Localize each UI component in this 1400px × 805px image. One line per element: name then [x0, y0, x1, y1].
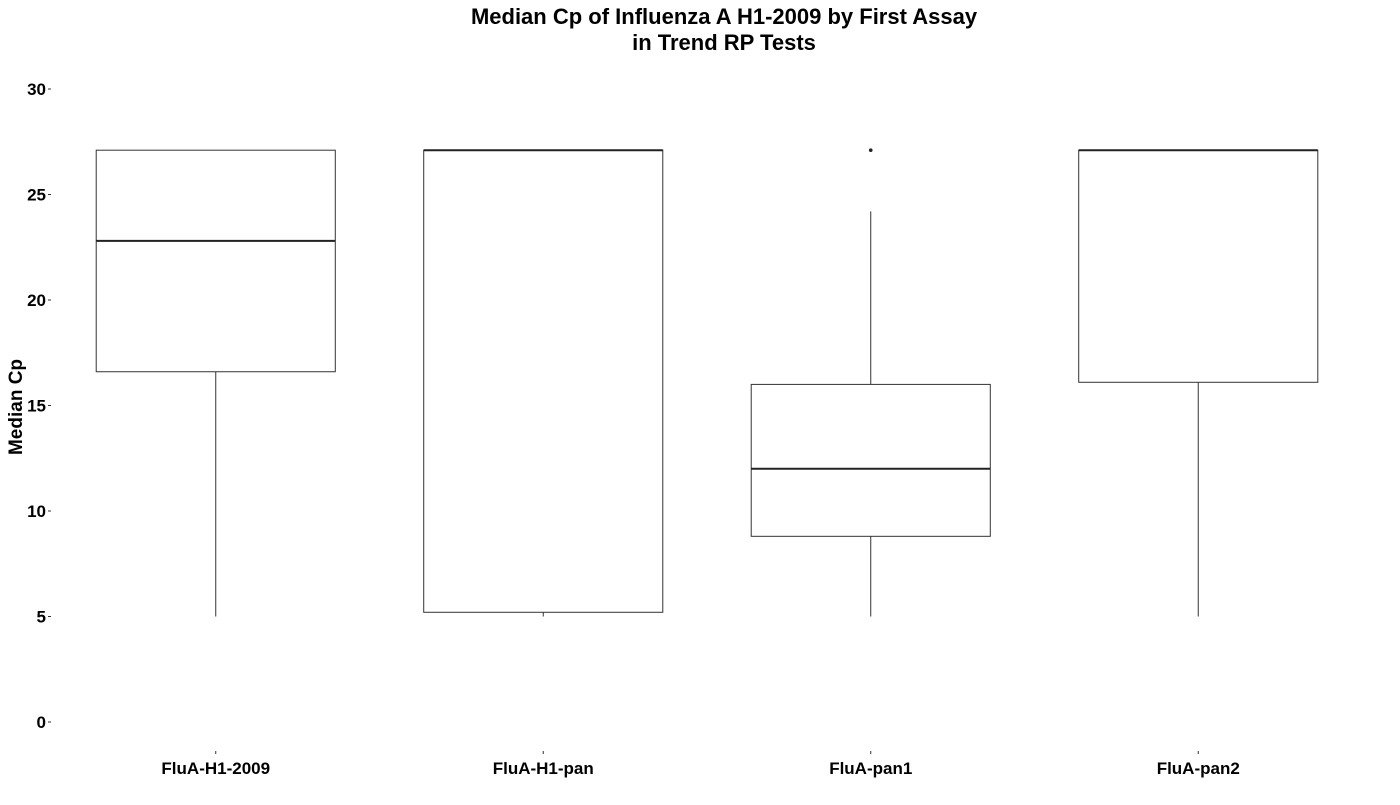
box-4 — [1078, 149, 1319, 617]
x-tick-label: FluA-H1-2009 — [161, 759, 270, 778]
y-tick-label: 5 — [37, 608, 46, 627]
box-body — [95, 149, 336, 373]
box-3 — [750, 148, 991, 617]
chart-subtitle: in Trend RP Tests — [632, 30, 816, 55]
y-tick-label: 10 — [27, 502, 46, 521]
boxes-group — [95, 148, 1319, 617]
y-tick-label: 0 — [37, 713, 46, 732]
box-body — [423, 149, 664, 613]
y-tick-label: 20 — [27, 291, 46, 310]
y-tick-label: 30 — [27, 80, 46, 99]
y-axis: 0 5 10 15 20 25 30 — [27, 80, 51, 732]
box-body — [1078, 149, 1319, 383]
x-axis: FluA-H1-2009 FluA-H1-pan FluA-pan1 FluA-pan… — [161, 751, 1240, 778]
y-tick-label: 25 — [27, 186, 46, 205]
y-tick-label: 15 — [27, 397, 46, 416]
x-tick-label: FluA-pan1 — [829, 759, 912, 778]
box-2 — [423, 149, 664, 617]
outlier-point — [868, 148, 873, 152]
x-tick-label: FluA-H1-pan — [493, 759, 594, 778]
box-1 — [95, 149, 336, 617]
box-body — [750, 383, 991, 537]
chart-title: Median Cp of Influenza A H1-2009 by Firs… — [471, 4, 978, 29]
y-axis-label: Median Cp — [6, 359, 27, 455]
x-tick-label: FluA-pan2 — [1157, 759, 1240, 778]
